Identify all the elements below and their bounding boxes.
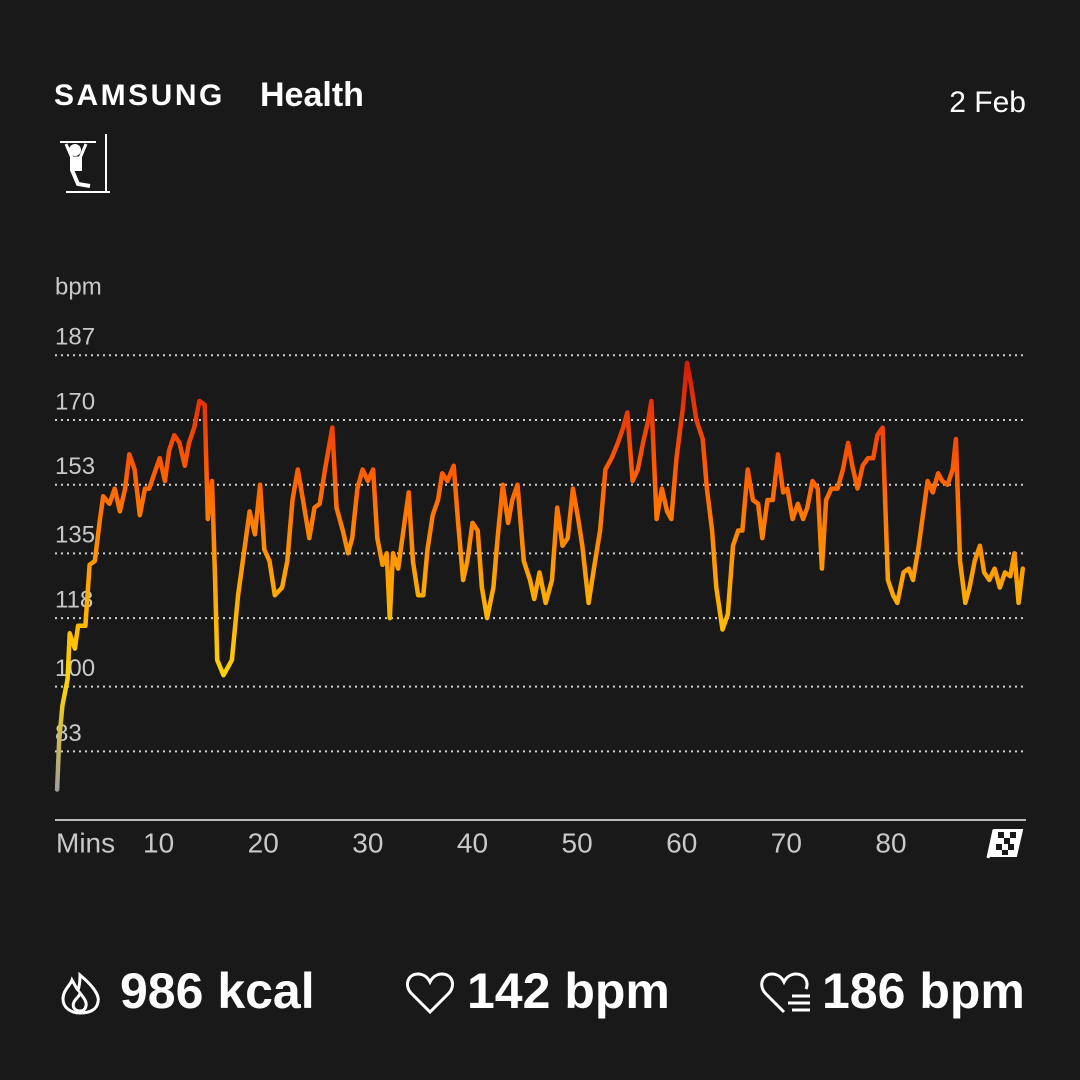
avg-heart-icon	[406, 972, 454, 1015]
y-tick-label: 187	[55, 324, 95, 351]
x-tick-label: 80	[875, 827, 906, 858]
y-tick-label: 100	[55, 655, 95, 682]
y-tick-label: 153	[55, 453, 95, 480]
heart-rate-line	[54, 360, 1026, 792]
max-heart-rate: 186 bpm	[822, 963, 1025, 1019]
x-tick-label: 30	[352, 827, 383, 858]
x-tick-label: 40	[457, 827, 488, 858]
finish-flag-icon	[986, 829, 1024, 859]
exercise-icon	[60, 134, 110, 193]
max-heart-icon	[760, 972, 810, 1014]
x-tick-label: 20	[248, 827, 279, 858]
y-tick-label: 135	[55, 522, 95, 549]
avg-heart-rate: 142 bpm	[467, 963, 670, 1019]
x-tick-label: 70	[771, 827, 802, 858]
app-name: Health	[260, 76, 364, 114]
calories-icon	[61, 971, 100, 1015]
y-axis-label: bpm	[55, 273, 102, 300]
y-tick-label: 170	[55, 388, 95, 415]
x-axis-label: Mins	[56, 827, 115, 858]
x-tick-label: 60	[666, 827, 697, 858]
x-tick-label: 50	[562, 827, 593, 858]
x-tick-label: 10	[143, 827, 174, 858]
date: 2 Feb	[949, 86, 1026, 119]
brand: SAMSUNG	[54, 79, 225, 112]
calories: 986 kcal	[120, 963, 315, 1019]
